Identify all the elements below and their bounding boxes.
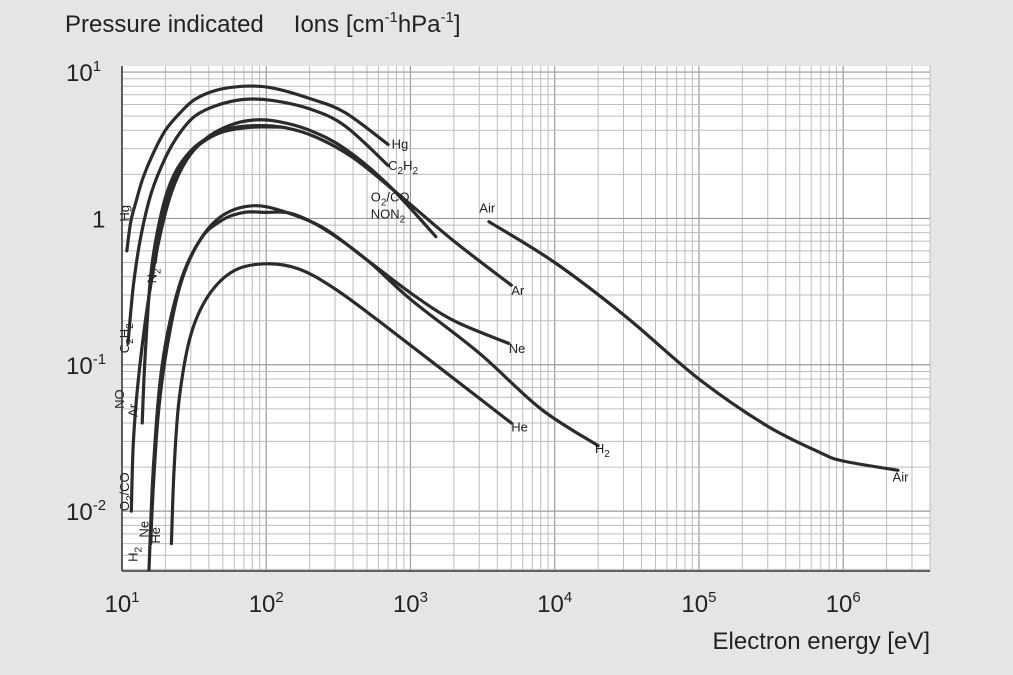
series-labels: HgC2H2O2/CONON2AirArNeHeH2AirHgC2H2NON2A… [112,137,909,562]
y-tick-label: 1 [92,206,105,233]
x-tick-labels: 101 102 103 104 105 106 [104,589,860,618]
x-tick-label: 104 [537,589,572,618]
series-label-ne: Ne [509,341,526,356]
series-label-he: He [511,420,528,435]
y-label-sup2: -1 [441,9,454,26]
series-label-he: He [148,527,163,544]
series-label-hg: Hg [392,137,409,152]
series-label-ne: Ne [137,521,152,538]
series-label-h2: H2 [595,441,610,460]
series-line-hg [125,84,390,253]
series-label-o2-co: O2/CO [371,190,410,209]
plot-area [122,66,930,571]
y-tick-label: 10-2 [66,497,106,526]
x-tick-label: 106 [826,589,861,618]
y-tick-label: 10-1 [66,351,106,380]
series-label-n2: N2 [145,268,164,283]
y-tick-label: 101 [66,58,101,87]
x-tick-label: 105 [681,589,716,618]
series-label-h2: H2 [125,547,144,562]
x-tick-label: 101 [104,589,139,618]
y-label-pressure: Pressure indicated [65,11,264,38]
series-label-air: Air [893,469,910,484]
x-tick-label: 102 [249,589,284,618]
series-group [125,84,900,571]
series-line-n2 [153,125,285,265]
series-label-o2-co: O2/CO [117,472,136,511]
y-label-sup1: -1 [384,9,397,26]
series-label-non2: NON2 [371,206,406,225]
series-line-c2h2 [126,97,390,345]
series-label-c2h2: C2H2 [388,158,418,177]
series-label-air: Air [479,200,496,215]
series-label-c2h2: C2H2 [117,323,136,353]
y-tick-labels: 101 1 10-1 10-2 [66,58,106,526]
x-axis-label: Electron energy [eV] [713,628,930,655]
y-axis-label: Pressure indicated Ions [cm-1hPa-1] [65,9,461,38]
series-label-no: NO [112,389,127,409]
y-label-close: ] [454,11,461,38]
series-line-air [487,220,900,472]
x-tick-label: 103 [393,589,428,618]
series-label-ar: Ar [511,283,525,298]
series-line-he [169,262,513,546]
series-label-hg: Hg [117,205,132,222]
series-label-ar: Ar [125,403,140,417]
y-label-mid: hPa [398,11,441,38]
series-line-ar [140,123,513,425]
y-label-ions: Ions [cm [294,11,385,38]
grid [121,66,931,571]
series-line-h2 [147,210,600,571]
